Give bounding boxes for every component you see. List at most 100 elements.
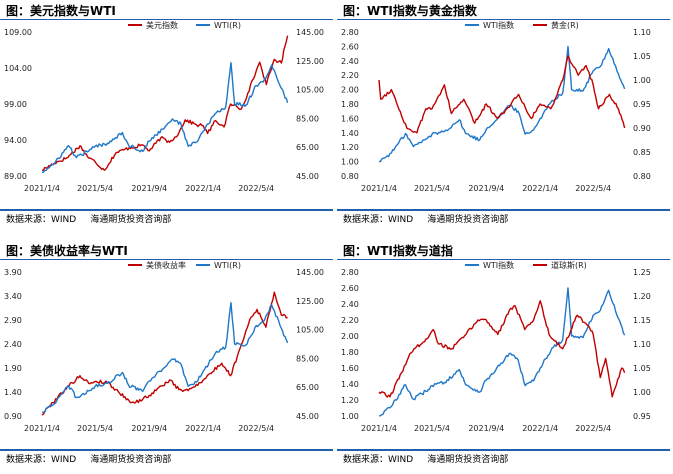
series-line-red: [378, 300, 626, 398]
legend-label: 美元指数: [146, 20, 178, 30]
title-rule: [0, 259, 333, 260]
legend-label: WTI指数: [483, 20, 514, 30]
chart-title: 图：WTI指数与道指: [343, 244, 453, 258]
chart-title: 图：WTI指数与黄金指数: [343, 4, 477, 18]
y-left-tick-label: 1.60: [341, 364, 359, 373]
series-line-red: [378, 55, 626, 134]
y-right-tick-label: 85.00: [296, 114, 319, 123]
y-left-tick-label: 2.00: [341, 332, 359, 341]
y-left-tick-label: 2.90: [4, 316, 22, 325]
y-left-tick-label: 2.80: [341, 28, 359, 37]
data-source: 数据来源：WIND 海通期货投资咨询部: [343, 212, 522, 225]
series-line-blue: [378, 45, 626, 163]
source-dept: 海通期货投资咨询部: [90, 215, 172, 225]
x-tick-label: 2022/5/4: [238, 424, 274, 433]
title-rule: [337, 259, 670, 260]
series-line-red: [41, 35, 289, 171]
y-left-tick-label: 1.40: [341, 380, 359, 389]
y-right-tick-label: 1.25: [633, 268, 651, 277]
data-source: 数据来源：WIND 海通期货投资咨询部: [6, 212, 185, 225]
chart-panel-wti-dow: 图：WTI指数与道指 2.80 2.60 2.40 2.20 2.00 1.80 1.60 1…: [337, 240, 670, 470]
y-right-tick-label: 1.00: [633, 388, 651, 397]
y-left-tick-label: 2.20: [341, 71, 359, 80]
footer-rule: [0, 209, 333, 211]
y-right-tick-label: 1.05: [633, 364, 651, 373]
y-left-tick-label: 2.60: [341, 284, 359, 293]
y-left-tick-label: 1.40: [341, 129, 359, 138]
source-dept: 海通期货投资咨询部: [427, 215, 509, 225]
y-right-tick-label: 1.05: [633, 52, 651, 61]
x-tick-label: 2022/5/4: [238, 184, 274, 193]
data-source: 数据来源：WIND 海通期货投资咨询部: [6, 452, 185, 465]
footer-rule: [337, 449, 670, 451]
x-tick-label: 2022/1/4: [522, 184, 558, 193]
x-tick-label: 2022/5/4: [575, 184, 611, 193]
x-tick-label: 2021/5/4: [77, 184, 113, 193]
y-left-tick-label: 1.00: [341, 158, 359, 167]
y-left-tick-label: 104.00: [4, 64, 32, 73]
y-right-tick-label: 65.00: [296, 383, 319, 392]
data-source: 数据来源：WIND 海通期货投资咨询部: [343, 452, 522, 465]
x-tick-label: 2022/1/4: [522, 424, 558, 433]
x-tick-label: 2021/5/4: [414, 424, 450, 433]
x-tick-label: 2021/1/4: [24, 424, 60, 433]
x-tick-label: 2021/1/4: [361, 184, 397, 193]
y-left-tick-label: 0.90: [4, 412, 22, 421]
legend-label: WTI指数: [483, 260, 514, 270]
y-left-tick-label: 2.60: [341, 42, 359, 51]
legend-label: WTI(R): [214, 261, 241, 270]
x-tick-label: 2021/9/4: [468, 424, 504, 433]
y-right-tick-label: 1.10: [633, 28, 651, 37]
y-right-tick-label: 0.80: [633, 172, 651, 181]
y-left-tick-label: 1.20: [341, 143, 359, 152]
chart-title: 图：美元指数与WTI: [6, 4, 116, 18]
legend-label: 黄金(R): [551, 20, 579, 30]
chart-panel-treasury-wti: 图：美债收益率与WTI 3.90 3.40 2.90 2.40 1.90 1.40 0.90…: [0, 240, 333, 470]
source-label: 数据来源：WIND: [6, 455, 77, 465]
source-label: 数据来源：WIND: [6, 215, 77, 225]
y-left-tick-label: 2.20: [341, 316, 359, 325]
series-line-red: [41, 291, 288, 416]
y-left-tick-label: 89.00: [4, 172, 27, 181]
y-left-tick-label: 2.80: [341, 268, 359, 277]
source-label: 数据来源：WIND: [343, 455, 414, 465]
series-line-blue: [378, 287, 626, 417]
y-right-tick-label: 45.00: [296, 172, 319, 181]
legend-label: 美债收益率: [146, 260, 186, 270]
y-left-tick-label: 109.00: [4, 28, 32, 37]
source-dept: 海通期货投资咨询部: [427, 455, 509, 465]
x-tick-label: 2022/1/4: [185, 184, 221, 193]
x-tick-label: 2021/1/4: [24, 184, 60, 193]
y-left-tick-label: 3.40: [4, 292, 22, 301]
chart-panel-dxy-wti: 图：美元指数与WTI 109.00 104.00 99.00 94.00 89.00 14…: [0, 0, 333, 230]
y-right-tick-label: 65.00: [296, 143, 319, 152]
x-tick-label: 2022/1/4: [185, 424, 221, 433]
y-right-tick-label: 105.00: [296, 326, 324, 335]
x-tick-label: 2021/9/4: [131, 424, 167, 433]
source-label: 数据来源：WIND: [343, 215, 414, 225]
footer-rule: [0, 449, 333, 451]
y-left-tick-label: 3.90: [4, 268, 22, 277]
y-right-tick-label: 85.00: [296, 354, 319, 363]
chart-wti-dow: 2.80 2.60 2.40 2.20 2.00 1.80 1.60 1.40 1.20 1.00…: [341, 260, 651, 433]
y-left-tick-label: 94.00: [4, 136, 27, 145]
series-line-blue: [41, 62, 289, 173]
y-left-tick-label: 1.60: [341, 114, 359, 123]
chart-dxy-wti: 109.00 104.00 99.00 94.00 89.00 145.00 125.00 1…: [4, 20, 324, 193]
y-right-tick-label: 125.00: [296, 57, 324, 66]
source-dept: 海通期货投资咨询部: [90, 455, 172, 465]
y-left-tick-label: 1.80: [341, 348, 359, 357]
chart-title: 图：美债收益率与WTI: [6, 244, 128, 258]
y-left-tick-label: 2.40: [341, 300, 359, 309]
x-tick-label: 2021/1/4: [361, 424, 397, 433]
y-right-tick-label: 0.90: [633, 124, 651, 133]
x-tick-label: 2021/5/4: [414, 184, 450, 193]
y-left-tick-label: 1.20: [341, 396, 359, 405]
y-left-tick-label: 2.40: [4, 340, 22, 349]
y-left-tick-label: 99.00: [4, 100, 27, 109]
x-tick-label: 2021/5/4: [77, 424, 113, 433]
y-right-tick-label: 1.00: [633, 76, 651, 85]
y-right-tick-label: 1.20: [633, 292, 651, 301]
y-left-tick-label: 1.40: [4, 388, 22, 397]
y-left-tick-label: 0.80: [341, 172, 359, 181]
